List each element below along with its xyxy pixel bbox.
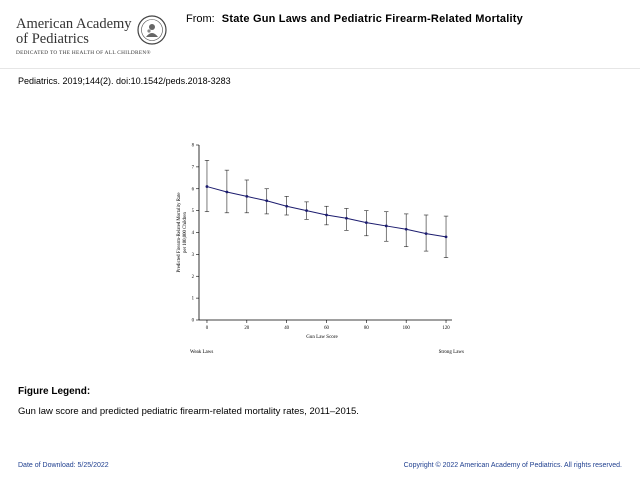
x-tick-label: 80: [364, 326, 369, 331]
weak-laws-annotation: Weak Laws: [190, 350, 213, 355]
data-point: [305, 209, 308, 213]
y-axis-label-line-2: per 100,000 Children: [183, 211, 188, 253]
data-point: [205, 185, 209, 188]
logo-line-1: American Academy: [16, 16, 132, 32]
x-tick-label: 20: [244, 326, 249, 331]
strong-laws-annotation: Strong Laws: [439, 350, 464, 355]
x-axis-label: Gun Law Score: [306, 335, 338, 340]
data-point: [265, 199, 269, 203]
citation: Pediatrics. 2019;144(2). doi:10.1542/ped…: [18, 76, 231, 86]
logo-line-2: of Pediatrics: [16, 31, 89, 47]
figure-legend-heading: Figure Legend:: [18, 386, 91, 397]
header-title-line: From: State Gun Laws and Pediatric Firea…: [186, 13, 523, 25]
data-point: [285, 204, 289, 208]
aap-logo: American Academy of Pediatrics DEDICATED…: [6, 6, 167, 56]
from-label: From:: [186, 13, 215, 25]
y-tick-label: 0: [192, 319, 195, 324]
y-tick-label: 6: [192, 187, 195, 192]
download-date: Date of Download: 5/25/2022: [18, 462, 109, 469]
data-point: [325, 213, 328, 217]
y-tick-label: 7: [192, 165, 195, 170]
data-point: [444, 235, 448, 239]
y-tick-label: 3: [192, 253, 195, 258]
logo-tagline: DEDICATED TO THE HEALTH OF ALL CHILDREN®: [16, 50, 151, 56]
aap-seal-icon: [137, 15, 167, 45]
x-tick-label: 100: [403, 326, 411, 331]
data-point: [424, 232, 428, 235]
x-tick-label: 120: [442, 326, 450, 331]
data-point: [384, 224, 388, 228]
y-tick-label: 2: [192, 275, 195, 280]
y-tick-label: 1: [192, 297, 195, 302]
y-tick-label: 5: [192, 209, 195, 214]
x-tick-label: 60: [324, 326, 329, 331]
x-tick-label: 0: [206, 326, 209, 331]
y-tick-label: 4: [192, 231, 195, 236]
x-tick-label: 40: [284, 326, 289, 331]
y-axis-label-line-1: Predicted Firearm-Related Mortality Rate: [177, 192, 182, 272]
copyright-notice: Copyright © 2022 American Academy of Ped…: [403, 462, 622, 469]
data-point: [404, 227, 408, 231]
y-tick-label: 8: [192, 144, 195, 149]
figure-legend-text: Gun law score and predicted pediatric fi…: [18, 406, 359, 417]
data-point: [364, 221, 368, 225]
data-point: [245, 195, 249, 198]
data-point: [225, 190, 229, 194]
data-point: [345, 216, 348, 220]
article-title: State Gun Laws and Pediatric Firearm-Rel…: [221, 13, 523, 25]
header-divider: [0, 68, 640, 69]
